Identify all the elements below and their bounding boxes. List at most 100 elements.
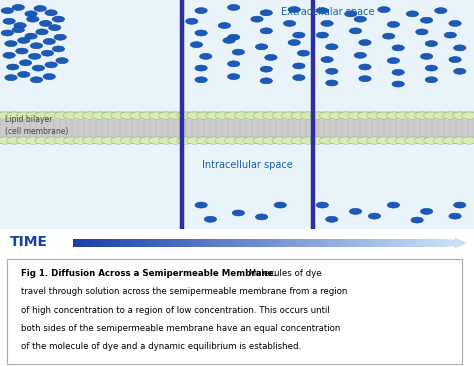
Circle shape: [405, 137, 420, 144]
Circle shape: [228, 4, 240, 10]
Circle shape: [0, 112, 12, 119]
Circle shape: [30, 43, 43, 49]
Circle shape: [359, 64, 371, 70]
Bar: [291, 239, 295, 247]
Circle shape: [425, 65, 438, 71]
Circle shape: [7, 112, 22, 119]
Circle shape: [288, 40, 301, 45]
Circle shape: [232, 210, 245, 216]
Circle shape: [310, 112, 325, 119]
Circle shape: [120, 112, 136, 119]
Circle shape: [349, 208, 362, 214]
Bar: [306, 239, 310, 247]
Circle shape: [186, 18, 198, 24]
Circle shape: [168, 137, 183, 144]
Circle shape: [0, 137, 12, 144]
Circle shape: [260, 78, 273, 84]
Circle shape: [260, 10, 273, 16]
Text: both sides of the semipermeable membrane have an equal concentration: both sides of the semipermeable membrane…: [21, 324, 340, 333]
Circle shape: [225, 137, 240, 144]
Bar: [337, 239, 341, 247]
Circle shape: [414, 112, 429, 119]
Bar: [359, 239, 363, 247]
Bar: [228, 239, 233, 247]
Circle shape: [387, 202, 400, 208]
Circle shape: [291, 137, 306, 144]
Circle shape: [293, 32, 305, 38]
Bar: [0, 111, 474, 120]
Circle shape: [263, 112, 278, 119]
Circle shape: [111, 137, 126, 144]
Circle shape: [293, 75, 305, 81]
Circle shape: [25, 33, 37, 39]
Bar: [418, 239, 422, 247]
Circle shape: [139, 137, 155, 144]
Bar: [101, 239, 106, 247]
Bar: [173, 239, 177, 247]
Circle shape: [310, 137, 325, 144]
Bar: [151, 239, 155, 247]
Circle shape: [196, 137, 211, 144]
Text: Extracellular space: Extracellular space: [282, 7, 375, 17]
Bar: [226, 239, 229, 247]
Circle shape: [228, 34, 240, 40]
Bar: [117, 239, 121, 247]
Bar: [269, 239, 273, 247]
Bar: [176, 239, 180, 247]
Circle shape: [19, 60, 32, 66]
Circle shape: [54, 34, 66, 40]
Circle shape: [73, 112, 88, 119]
Circle shape: [32, 65, 45, 71]
Bar: [381, 239, 384, 247]
Circle shape: [3, 18, 15, 24]
Circle shape: [420, 208, 433, 214]
Circle shape: [35, 112, 50, 119]
Circle shape: [387, 58, 400, 64]
Circle shape: [301, 137, 316, 144]
Circle shape: [395, 112, 410, 119]
Circle shape: [452, 137, 467, 144]
Circle shape: [449, 213, 461, 219]
Circle shape: [195, 77, 207, 83]
Bar: [247, 239, 251, 247]
Bar: [321, 239, 326, 247]
Circle shape: [326, 80, 338, 86]
Circle shape: [414, 137, 429, 144]
Bar: [241, 239, 245, 247]
Circle shape: [82, 112, 98, 119]
Circle shape: [263, 137, 278, 144]
Bar: [198, 239, 201, 247]
Bar: [120, 239, 124, 247]
Circle shape: [326, 216, 338, 222]
Bar: [210, 239, 214, 247]
Circle shape: [1, 8, 13, 14]
Circle shape: [255, 44, 268, 50]
Bar: [427, 239, 431, 247]
Bar: [104, 239, 109, 247]
Circle shape: [319, 112, 335, 119]
Bar: [331, 239, 335, 247]
Circle shape: [187, 112, 202, 119]
Circle shape: [253, 137, 268, 144]
Circle shape: [392, 45, 404, 51]
Text: travel through solution across the semipermeable membrane from a region: travel through solution across the semip…: [21, 288, 347, 296]
Circle shape: [158, 112, 173, 119]
Circle shape: [52, 46, 64, 52]
Circle shape: [228, 61, 240, 67]
Circle shape: [251, 16, 263, 22]
Circle shape: [392, 69, 404, 75]
Bar: [315, 239, 319, 247]
Circle shape: [282, 112, 297, 119]
Circle shape: [195, 202, 207, 208]
Bar: [293, 239, 298, 247]
Circle shape: [92, 137, 107, 144]
Bar: [368, 239, 372, 247]
Bar: [408, 239, 412, 247]
Bar: [92, 239, 96, 247]
Circle shape: [34, 5, 46, 11]
Bar: [126, 239, 130, 247]
Bar: [353, 239, 356, 247]
Bar: [399, 239, 403, 247]
Circle shape: [354, 16, 366, 22]
Bar: [73, 239, 78, 247]
